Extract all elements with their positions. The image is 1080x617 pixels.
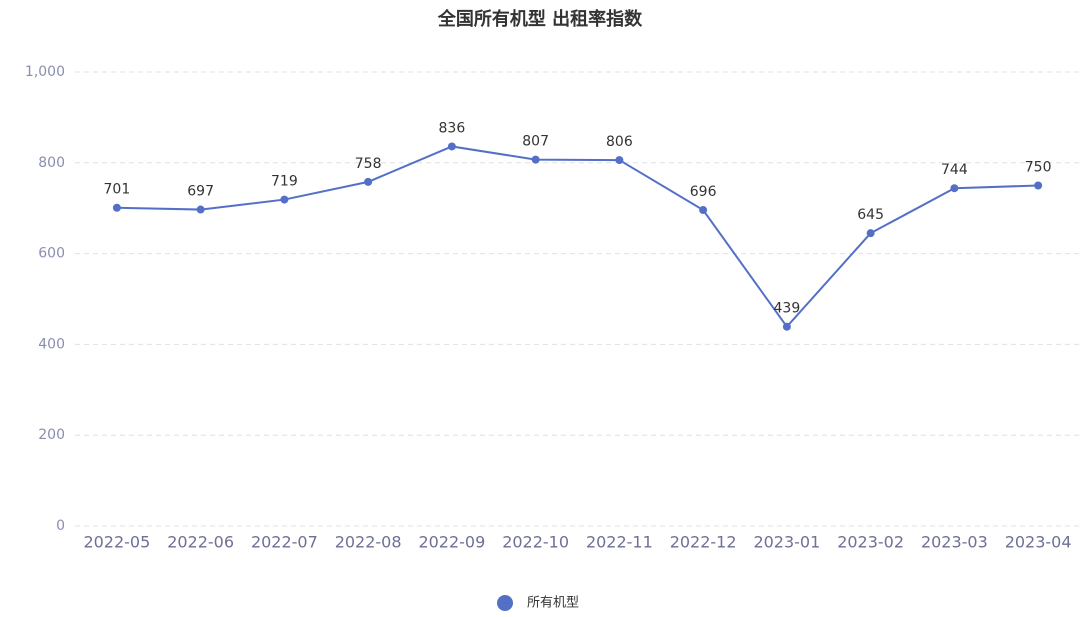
data-point	[866, 229, 875, 238]
chart-title: 全国所有机型 出租率指数	[437, 8, 643, 30]
x-tick-label: 2022-06	[167, 533, 234, 552]
y-tick-label: 1,000	[25, 64, 65, 80]
data-point	[782, 322, 791, 331]
data-point	[1034, 181, 1043, 190]
series-line	[116, 145, 1039, 329]
data-point	[196, 205, 205, 214]
data-label: 806	[606, 134, 633, 150]
x-tick-label: 2023-04	[1005, 533, 1072, 552]
x-tick-label: 2022-12	[670, 533, 737, 552]
x-tick-label: 2023-03	[921, 533, 988, 552]
x-tick-label: 2022-08	[335, 533, 402, 552]
data-label: 697	[187, 184, 214, 200]
y-tick-label: 800	[38, 155, 65, 171]
legend-marker[interactable]	[497, 595, 513, 611]
data-point	[615, 156, 624, 165]
data-label: 645	[857, 207, 884, 223]
x-tick-label: 2022-10	[502, 533, 569, 552]
data-point	[112, 203, 121, 212]
y-tick-label: 0	[56, 518, 65, 534]
data-label: 696	[690, 184, 717, 200]
data-label: 719	[271, 174, 298, 190]
data-label: 758	[355, 156, 382, 172]
data-point	[280, 195, 289, 204]
x-tick-label: 2022-11	[586, 533, 653, 552]
data-label: 836	[439, 120, 466, 136]
data-point	[531, 155, 540, 164]
y-tick-label: 200	[38, 427, 65, 443]
data-label: 750	[1025, 160, 1052, 176]
data-label: 701	[104, 182, 131, 198]
data-label: 807	[522, 134, 549, 150]
y-tick-label: 400	[38, 336, 65, 352]
y-tick-label: 600	[38, 246, 65, 262]
x-tick-label: 2022-05	[83, 533, 150, 552]
data-label: 744	[941, 162, 968, 178]
x-tick-label: 2022-07	[251, 533, 318, 552]
data-point	[364, 177, 373, 186]
data-point	[950, 184, 959, 193]
x-tick-label: 2022-09	[418, 533, 485, 552]
data-label: 439	[774, 301, 801, 317]
legend-label[interactable]: 所有机型	[527, 596, 579, 611]
x-tick-label: 2023-02	[837, 533, 904, 552]
x-tick-label: 2023-01	[753, 533, 820, 552]
data-point	[447, 142, 456, 151]
data-point	[699, 206, 708, 215]
